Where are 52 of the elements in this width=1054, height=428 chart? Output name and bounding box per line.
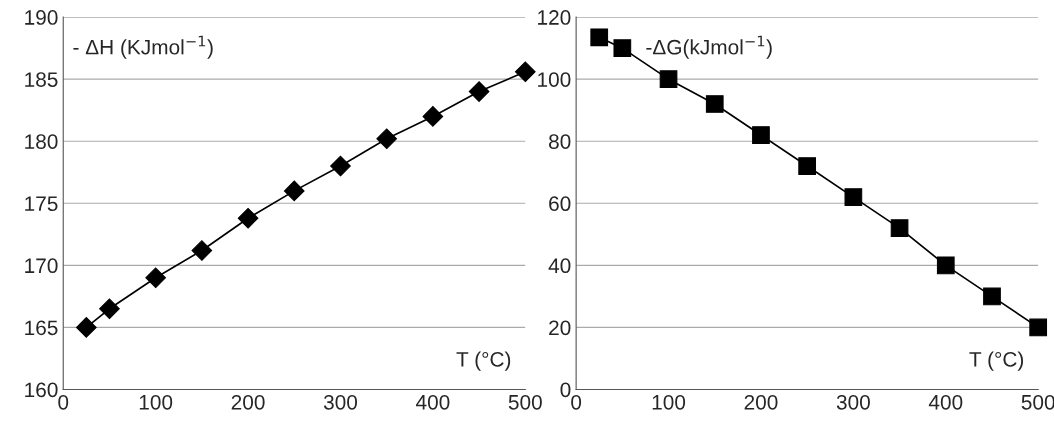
- point: [330, 155, 351, 177]
- x-tick-label: 100: [139, 394, 173, 410]
- point: [283, 180, 305, 202]
- y-tick-label: 180: [25, 134, 58, 149]
- point: [468, 81, 490, 102]
- point: [590, 28, 609, 47]
- point: [422, 106, 444, 127]
- x-tick-label: 500: [1021, 394, 1054, 410]
- y-tick-label: 185: [25, 72, 58, 87]
- x-tick-label: 500: [508, 394, 542, 410]
- point: [376, 128, 398, 150]
- point: [145, 267, 166, 289]
- point: [705, 95, 724, 113]
- point: [237, 207, 259, 229]
- point: [936, 256, 955, 275]
- y-tick-label: 60: [549, 196, 571, 212]
- x-tick-label: 200: [231, 394, 265, 410]
- y-tick-label: 175: [25, 196, 58, 212]
- y-tick-label: 165: [25, 320, 58, 336]
- point: [613, 39, 632, 57]
- x-tick-label: 300: [323, 394, 358, 410]
- y-axis-title: -ΔG(kJmol$^{−1}$): [646, 35, 772, 59]
- point: [99, 298, 120, 320]
- point: [890, 219, 909, 237]
- x-tick-label: 100: [652, 394, 686, 410]
- x-tick-label: 200: [744, 394, 778, 410]
- x-axis-title: T (°C): [456, 351, 511, 371]
- point: [983, 287, 1001, 306]
- point: [798, 157, 817, 175]
- y-axis-title: - ΔH (KJmol$^{−1}$): [73, 35, 213, 59]
- x-tick-label: 400: [415, 394, 450, 410]
- point: [1029, 318, 1048, 337]
- x-axis-title: T (°C): [969, 351, 1024, 371]
- point: [191, 240, 213, 261]
- y-tick-label: 120: [538, 10, 571, 25]
- point: [514, 61, 536, 83]
- y-tick-label: 100: [538, 72, 571, 87]
- x-tick-label: 0: [571, 394, 582, 410]
- x-tick-label: 300: [836, 394, 870, 410]
- point: [659, 70, 678, 89]
- point: [752, 126, 770, 144]
- y-tick-label: 40: [548, 258, 571, 274]
- x-tick-label: 0: [58, 394, 69, 410]
- point: [76, 317, 97, 338]
- x-tick-label: 400: [928, 394, 963, 410]
- y-tick-label: 190: [25, 10, 58, 25]
- point: [844, 188, 863, 206]
- y-tick-label: 20: [549, 320, 571, 336]
- y-tick-label: 80: [549, 134, 571, 149]
- y-tick-label: 170: [25, 258, 58, 274]
- y-tick-label: 0: [560, 382, 571, 398]
- y-tick-label: 160: [25, 382, 58, 398]
